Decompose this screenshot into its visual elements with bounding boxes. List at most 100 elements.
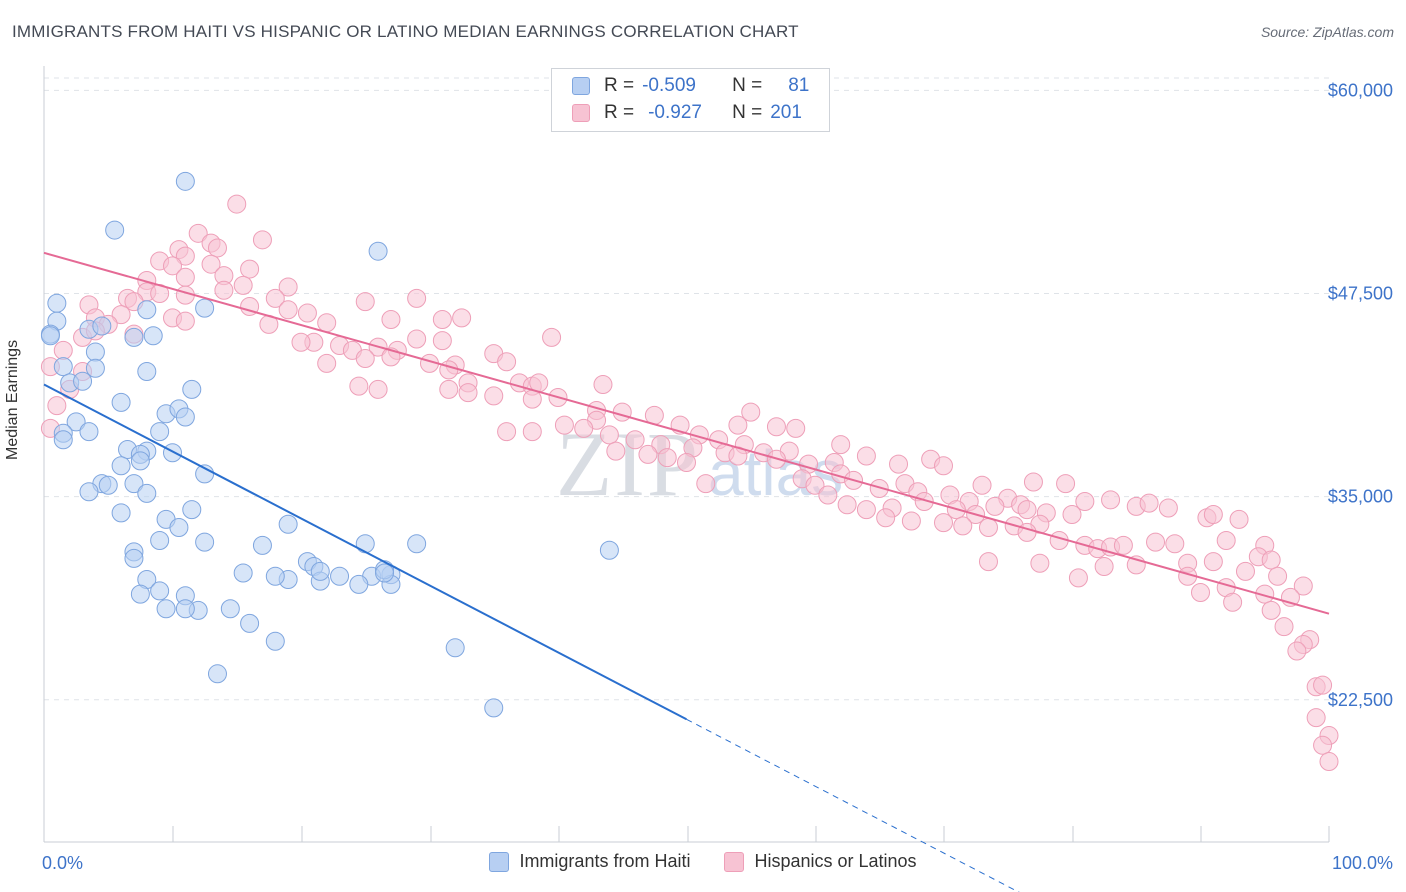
hispanic-point [1113,535,1133,555]
haiti-point [175,599,195,619]
haiti-point [53,430,73,450]
correlation-legend: R = -0.509 N = 81 R = -0.927 N = 201 [551,68,830,132]
haiti-point [207,664,227,684]
legend-swatch-haiti [572,77,590,95]
hispanic-point [252,230,272,250]
hispanic-point [831,435,851,455]
hispanic-point [207,238,227,258]
hispanic-point [175,267,195,287]
hispanic-point [1075,492,1095,512]
hispanic-point [1068,568,1088,588]
haiti-point [195,298,215,318]
hispanic-point [278,300,298,320]
hispanic-point [856,446,876,466]
hispanic-point [1165,534,1185,554]
haiti-point [445,638,465,658]
legend-r-value: -0.927 [648,102,702,123]
haiti-point [92,316,112,336]
haiti-point [240,613,260,633]
haiti-point [375,563,395,583]
legend-r-value: -0.509 [642,75,696,96]
legend-swatch-hispanic [572,104,590,122]
hispanic-point [407,329,427,349]
haiti-point [278,514,298,534]
hispanic-point [432,309,452,329]
hispanic-point [175,311,195,331]
haiti-point [40,326,60,346]
haiti-point [484,698,504,718]
hispanic-point [432,331,452,351]
hispanic-point [1056,474,1076,494]
hispanic-point [1268,566,1288,586]
hispanic-point [805,475,825,495]
hispanic-point [214,280,234,300]
chart-source: Source: ZipAtlas.com [1260,24,1394,40]
haiti-point [105,220,125,240]
haiti-point [355,534,375,554]
hispanic-point [1313,675,1333,695]
hispanic-point [1229,509,1249,529]
haiti-point [137,483,157,503]
hispanic-point [889,454,909,474]
hispanic-point [227,194,247,214]
legend-n-label: N = [732,75,763,96]
haiti-point [175,171,195,191]
hispanic-point [1274,617,1294,637]
haiti-point [252,535,272,555]
hispanic-point [741,402,761,422]
legend-row-haiti: R = -0.509 N = 81 [572,74,809,98]
haiti-point [66,412,86,432]
hispanic-point [233,275,253,295]
haiti-point [407,534,427,554]
hispanic-point [240,259,260,279]
hispanic-point [1203,552,1223,572]
chart-title: IMMIGRANTS FROM HAITI VS HISPANIC OR LAT… [12,22,799,41]
hispanic-point [1235,561,1255,581]
hispanic-point [291,332,311,352]
hispanic-point [625,430,645,450]
haiti-point [265,631,285,651]
hispanic-point [522,389,542,409]
hispanic-point [934,456,953,476]
hispanic-point [1017,500,1037,520]
hispanic-point [1261,600,1281,620]
hispanic-point [1287,641,1307,661]
hispanic-point [1216,531,1236,551]
hispanic-point [786,418,806,438]
haiti-point [137,361,157,381]
hispanic-point [355,292,375,312]
legend-label-haiti: Immigrants from Haiti [519,851,691,871]
hispanic-point [201,254,221,274]
hispanic-point [934,513,953,533]
haiti-point [150,531,170,551]
haiti-point [310,561,330,581]
hispanic-trend-line [43,251,1330,615]
hispanic-point [1146,532,1166,552]
hispanic-point [1094,557,1114,577]
haiti-point [175,407,195,427]
y-tick-label: $47,500 [1328,283,1393,303]
hispanic-point [1261,550,1281,570]
legend-swatch-haiti [489,851,510,872]
hispanic-point [978,552,998,572]
hispanic-point [972,475,992,495]
legend-item-haiti: Immigrants from Haiti [489,851,690,872]
hispanic-point [728,415,748,435]
trend-lines [43,251,1330,892]
hispanic-point [111,305,131,325]
y-tick-label: $60,000 [1328,80,1393,100]
hispanic-point [163,256,182,276]
hispanic-point [1062,505,1082,525]
hispanic-point [297,303,317,323]
haiti-point [47,293,67,313]
haiti-point [349,574,369,594]
hispanic-point [175,246,195,266]
legend-r-label: R = [604,75,635,96]
hispanic-point [381,309,401,329]
hispanic-point [317,353,337,373]
hispanic-point [953,516,973,536]
hispanic-point [1191,583,1210,603]
legend-n-value: 201 [770,102,802,123]
hispanic-point [638,444,658,464]
